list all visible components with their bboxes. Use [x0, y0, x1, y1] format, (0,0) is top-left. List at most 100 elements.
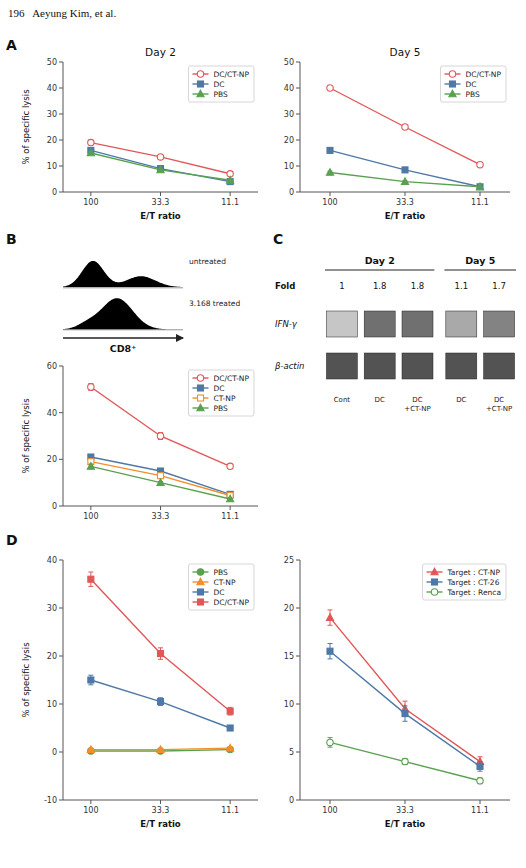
marker: [449, 90, 456, 97]
histogram: [63, 261, 183, 287]
x-axis-label: E/T ratio: [385, 211, 426, 221]
fold-value: 1.1: [455, 281, 469, 291]
x-tick: [330, 800, 331, 804]
legend: DC/CT-NPDCPBS: [440, 66, 506, 102]
y-tick-label: 0: [52, 502, 57, 511]
marker: [431, 568, 438, 575]
flow-histograms: untreated3.168 treatedCD8⁺: [63, 257, 240, 354]
y-tick: [59, 656, 63, 657]
histogram-label: untreated: [189, 257, 226, 266]
marker: [227, 463, 233, 469]
error-bar: [158, 698, 163, 706]
legend-label: PBS: [213, 90, 228, 99]
marker: [197, 589, 203, 595]
histogram-baseline: [63, 288, 183, 289]
y-tick-label: 20: [47, 455, 57, 464]
gel-band: [402, 311, 433, 337]
error-bar: [88, 384, 93, 391]
x-tick: [230, 192, 231, 196]
legend-label: DC: [213, 588, 224, 597]
y-tick-label: 15: [284, 652, 294, 661]
error-bar: [228, 726, 233, 731]
y-tick: [59, 412, 63, 413]
y-tick-label: 40: [284, 84, 294, 93]
marker: [227, 177, 234, 184]
marker: [432, 579, 438, 585]
y-tick: [296, 114, 300, 115]
legend-label: PBS: [213, 404, 228, 413]
y-tick-label: 30: [47, 110, 57, 119]
line-chart: 020406010033.311.1% of specific lysisDC/…: [21, 362, 258, 521]
error-bar-cap: [328, 747, 333, 748]
panel-label: D: [6, 532, 18, 548]
marker: [431, 589, 437, 595]
y-tick-label: 20: [47, 136, 57, 145]
error-bar: [158, 433, 163, 440]
marker: [402, 124, 408, 130]
line-chart: -1001020304010033.311.1E/T ratio% of spe…: [21, 556, 258, 829]
error-bar-cap: [403, 701, 408, 702]
marker: [476, 183, 483, 190]
y-axis-line: [63, 62, 64, 192]
gel-band: [446, 353, 477, 379]
marker: [449, 71, 455, 77]
y-tick: [59, 62, 63, 63]
series-line: [91, 466, 230, 499]
x-tick: [330, 192, 331, 196]
error-bar-cap: [478, 771, 483, 772]
y-tick-label: 0: [289, 796, 294, 805]
y-tick-label: 30: [284, 110, 294, 119]
series-line: [330, 651, 480, 766]
marker: [157, 746, 164, 753]
legend-box: [440, 66, 506, 102]
x-tick-label: 11.1: [221, 806, 239, 815]
row-label: IFN-γ: [275, 319, 298, 329]
lane-label-line: +CT-NP: [404, 405, 430, 413]
x-tick: [230, 506, 231, 510]
y-tick: [296, 608, 300, 609]
row-label: β-actin: [274, 361, 304, 371]
y-tick: [59, 459, 63, 460]
error-bar-cap: [328, 609, 333, 610]
series-line: [91, 680, 230, 728]
marker: [197, 599, 203, 605]
error-bar: [403, 759, 408, 765]
y-tick: [296, 166, 300, 167]
legend-box: [188, 66, 254, 102]
legend-box: [188, 564, 254, 610]
y-tick-label: 50: [284, 58, 294, 67]
y-tick: [296, 560, 300, 561]
y-tick-label: 20: [47, 652, 57, 661]
histogram: [63, 298, 183, 329]
error-bar: [228, 707, 233, 715]
histogram-area: [63, 261, 183, 287]
y-tick-label: 0: [289, 188, 294, 197]
y-tick: [59, 140, 63, 141]
x-axis-label: E/T ratio: [140, 819, 181, 829]
marker: [197, 385, 203, 391]
legend-box: [188, 370, 254, 416]
lane-label-line: Cont: [334, 396, 351, 404]
figure: 196 Aeyung Kim, et al.ABCD01020304050100…: [0, 0, 526, 868]
marker: [87, 746, 94, 753]
y-tick: [59, 560, 63, 561]
x-tick-label: 33.3: [152, 198, 170, 207]
header: 196 Aeyung Kim, et al.: [8, 7, 116, 19]
error-bar-cap: [88, 586, 93, 587]
y-axis-label: % of specific lysis: [21, 89, 31, 165]
y-tick-label: 20: [284, 604, 294, 613]
x-tick-label: 33.3: [396, 806, 414, 815]
line-chart: 0102030405010033.311.1Day 2E/T ratio% of…: [21, 46, 258, 221]
series-line: [330, 742, 480, 780]
marker: [157, 166, 164, 173]
x-tick-label: 100: [83, 512, 98, 521]
legend-box: [423, 564, 506, 600]
x-tick: [480, 800, 481, 804]
legend: DC/CT-NPDCPBS: [188, 66, 254, 102]
marker: [477, 763, 483, 769]
y-tick-label: 0: [52, 188, 57, 197]
x-tick: [160, 506, 161, 510]
y-tick: [59, 192, 63, 193]
legend-label: Target : Renca: [447, 588, 501, 597]
y-tick-label: 30: [47, 604, 57, 613]
